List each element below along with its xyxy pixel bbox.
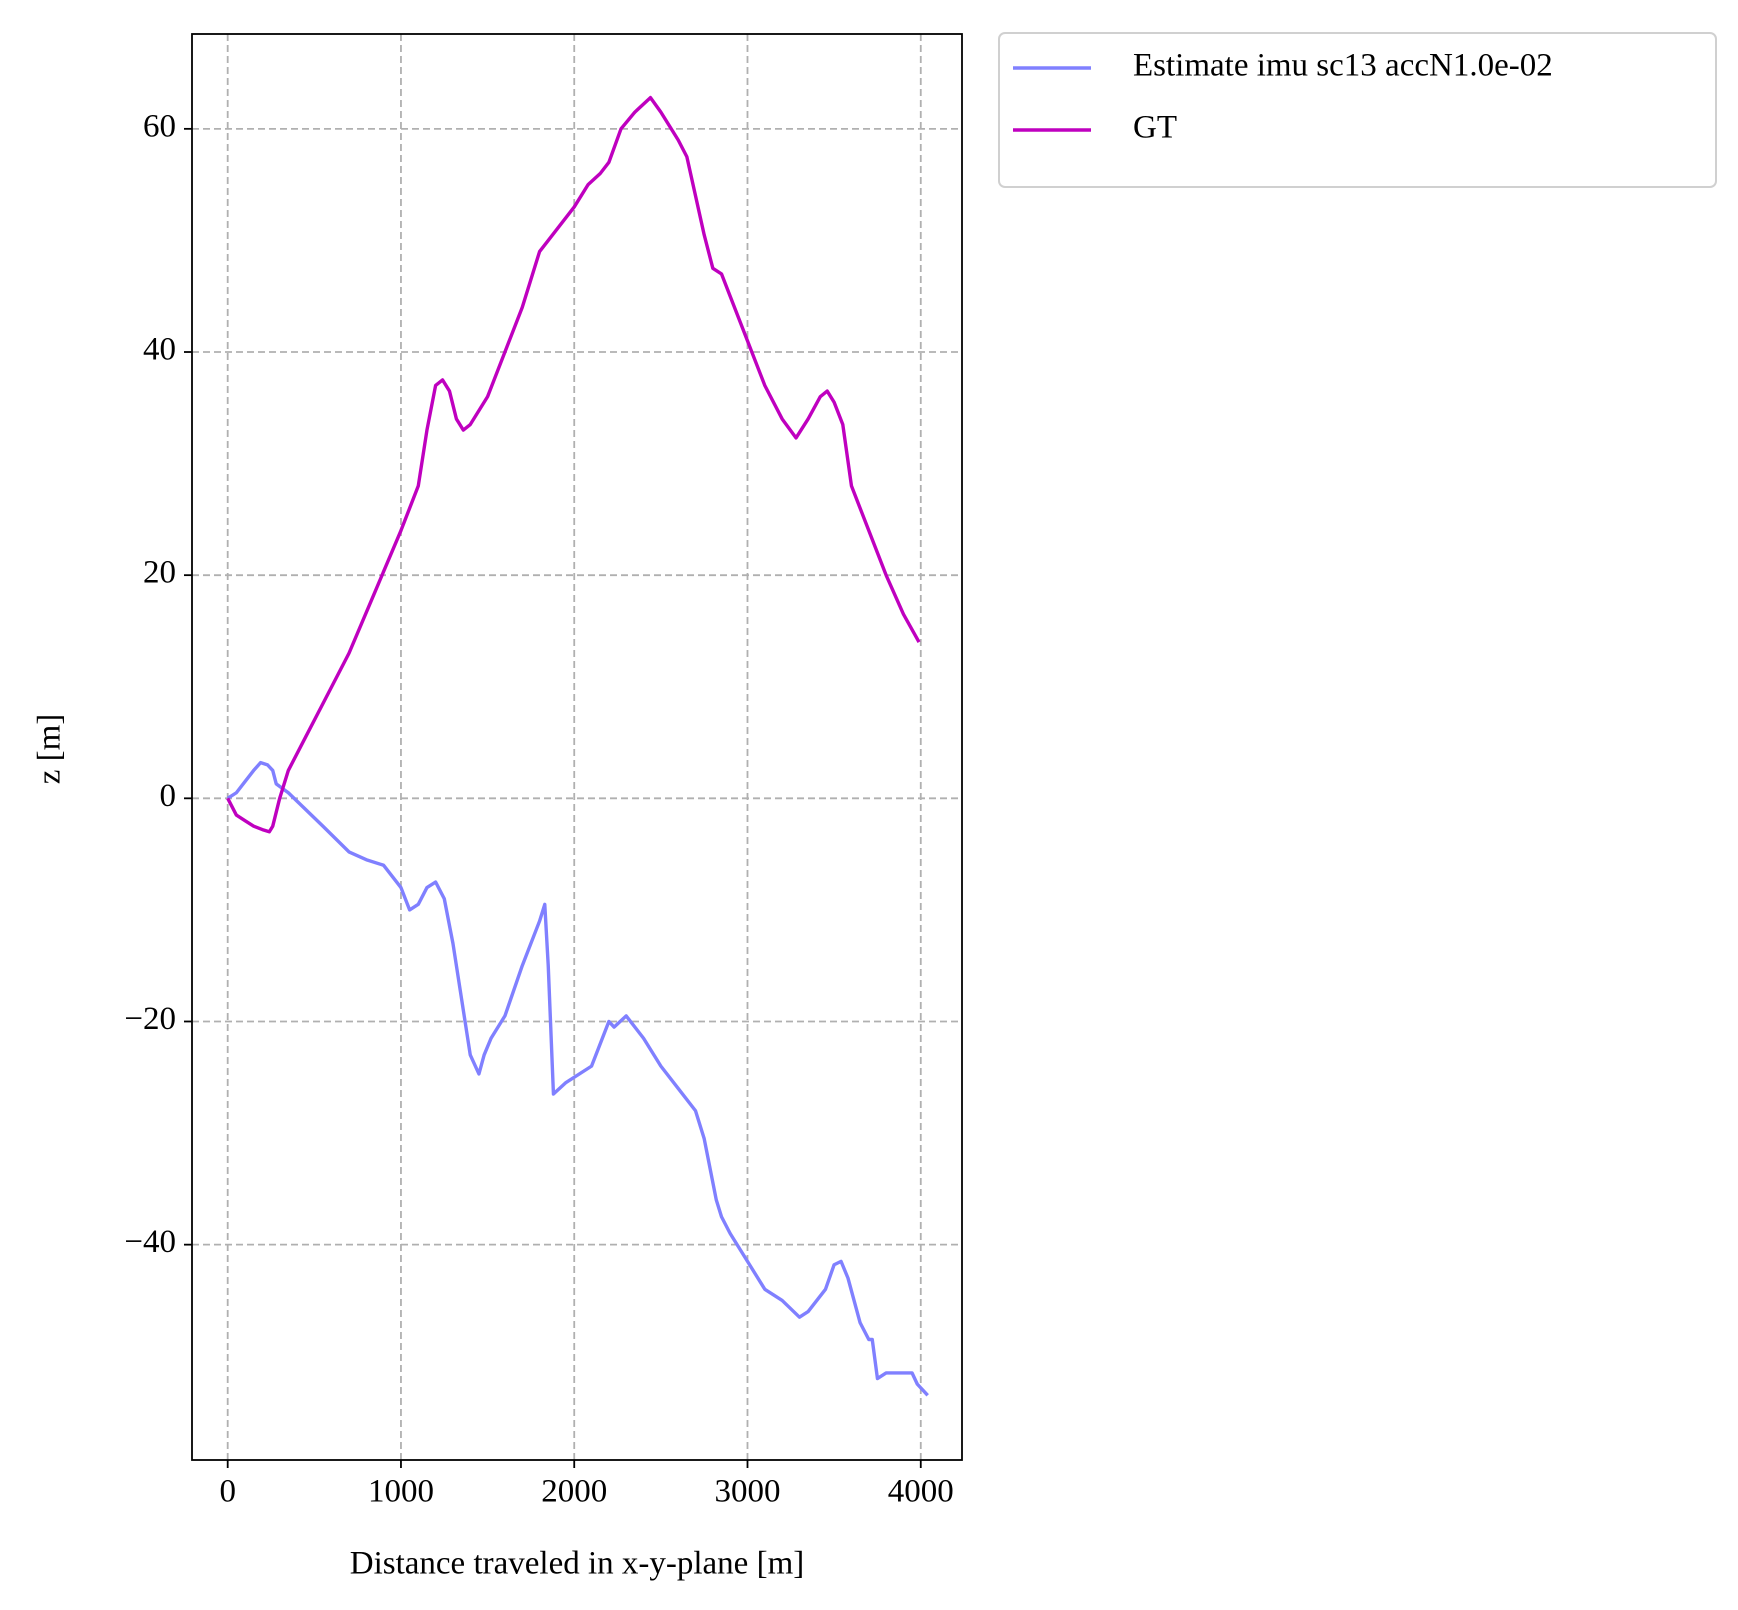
plot-frame — [191, 33, 963, 1461]
y-tick-label: 0 — [160, 778, 177, 814]
y-tick-label: 20 — [143, 555, 176, 591]
x-tick-label: 3000 — [714, 1474, 780, 1510]
legend-box — [998, 32, 1717, 188]
x-tick-label: 0 — [219, 1474, 236, 1510]
legend-label: Estimate imu sc13 accN1.0e-02 — [1133, 48, 1553, 84]
legend: Estimate imu sc13 accN1.0e-02 GT — [998, 32, 1717, 188]
x-tick-label: 4000 — [888, 1474, 954, 1510]
y-tick-label: −40 — [124, 1224, 176, 1260]
x-axis-label: Distance traveled in x-y-plane [m] — [350, 1546, 804, 1582]
y-axis-label: z [m] — [32, 714, 68, 785]
series-line — [226, 95, 921, 834]
legend-label: GT — [1133, 110, 1177, 146]
series-line — [226, 760, 929, 1397]
x-tick-label: 2000 — [541, 1474, 607, 1510]
y-tick-label: 60 — [143, 108, 176, 144]
y-tick-label: 40 — [143, 332, 176, 368]
x-tick-label: 1000 — [368, 1474, 434, 1510]
y-tick-label: −20 — [124, 1001, 176, 1037]
